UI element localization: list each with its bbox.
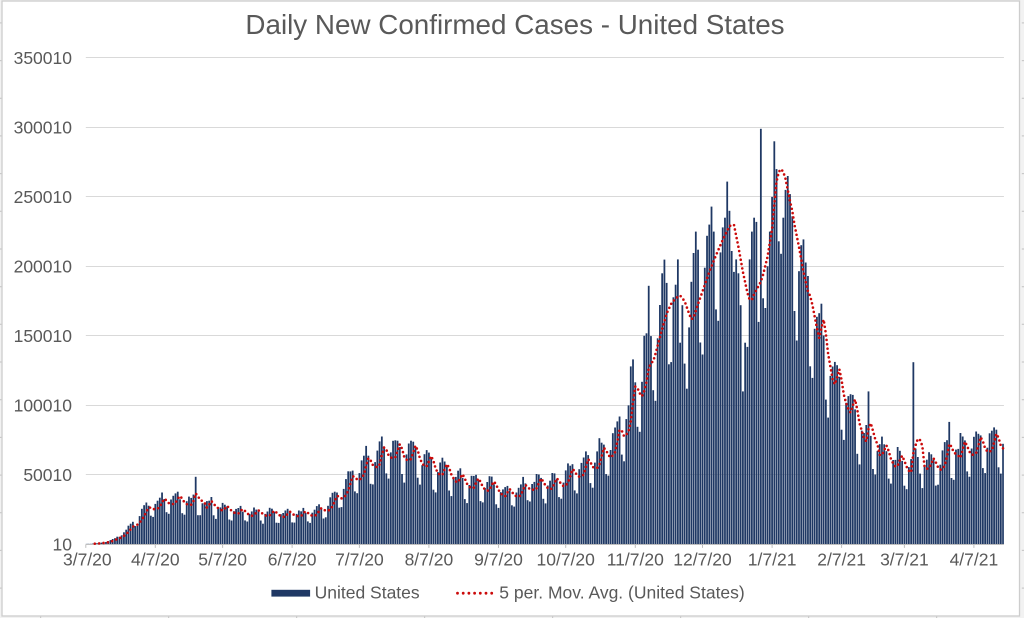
svg-text:200010: 200010 xyxy=(14,257,73,277)
svg-text:300010: 300010 xyxy=(14,118,73,138)
svg-text:3/7/21: 3/7/21 xyxy=(880,550,929,570)
svg-text:4/7/20: 4/7/20 xyxy=(131,550,180,570)
svg-text:8/7/20: 8/7/20 xyxy=(405,550,454,570)
svg-text:4/7/21: 4/7/21 xyxy=(950,550,999,570)
svg-text:150010: 150010 xyxy=(14,326,73,346)
svg-text:2/7/21: 2/7/21 xyxy=(817,550,866,570)
svg-text:350010: 350010 xyxy=(14,48,73,68)
svg-text:1/7/21: 1/7/21 xyxy=(748,550,797,570)
svg-text:50010: 50010 xyxy=(23,465,72,485)
svg-text:Daily New Confirmed Cases - Un: Daily New Confirmed Cases - United State… xyxy=(245,9,784,40)
svg-text:9/7/20: 9/7/20 xyxy=(474,550,523,570)
svg-text:100010: 100010 xyxy=(14,396,73,416)
svg-text:5/7/20: 5/7/20 xyxy=(198,550,247,570)
svg-text:5 per. Mov. Avg. (United State: 5 per. Mov. Avg. (United States) xyxy=(499,582,744,602)
svg-text:11/7/20: 11/7/20 xyxy=(607,550,664,570)
svg-text:12/7/20: 12/7/20 xyxy=(673,550,732,570)
svg-text:6/7/20: 6/7/20 xyxy=(268,550,317,570)
svg-text:10/7/20: 10/7/20 xyxy=(537,550,596,570)
svg-text:250010: 250010 xyxy=(14,187,73,207)
svg-text:3/7/20: 3/7/20 xyxy=(63,550,112,570)
svg-text:7/7/20: 7/7/20 xyxy=(335,550,384,570)
svg-text:United States: United States xyxy=(315,582,420,602)
